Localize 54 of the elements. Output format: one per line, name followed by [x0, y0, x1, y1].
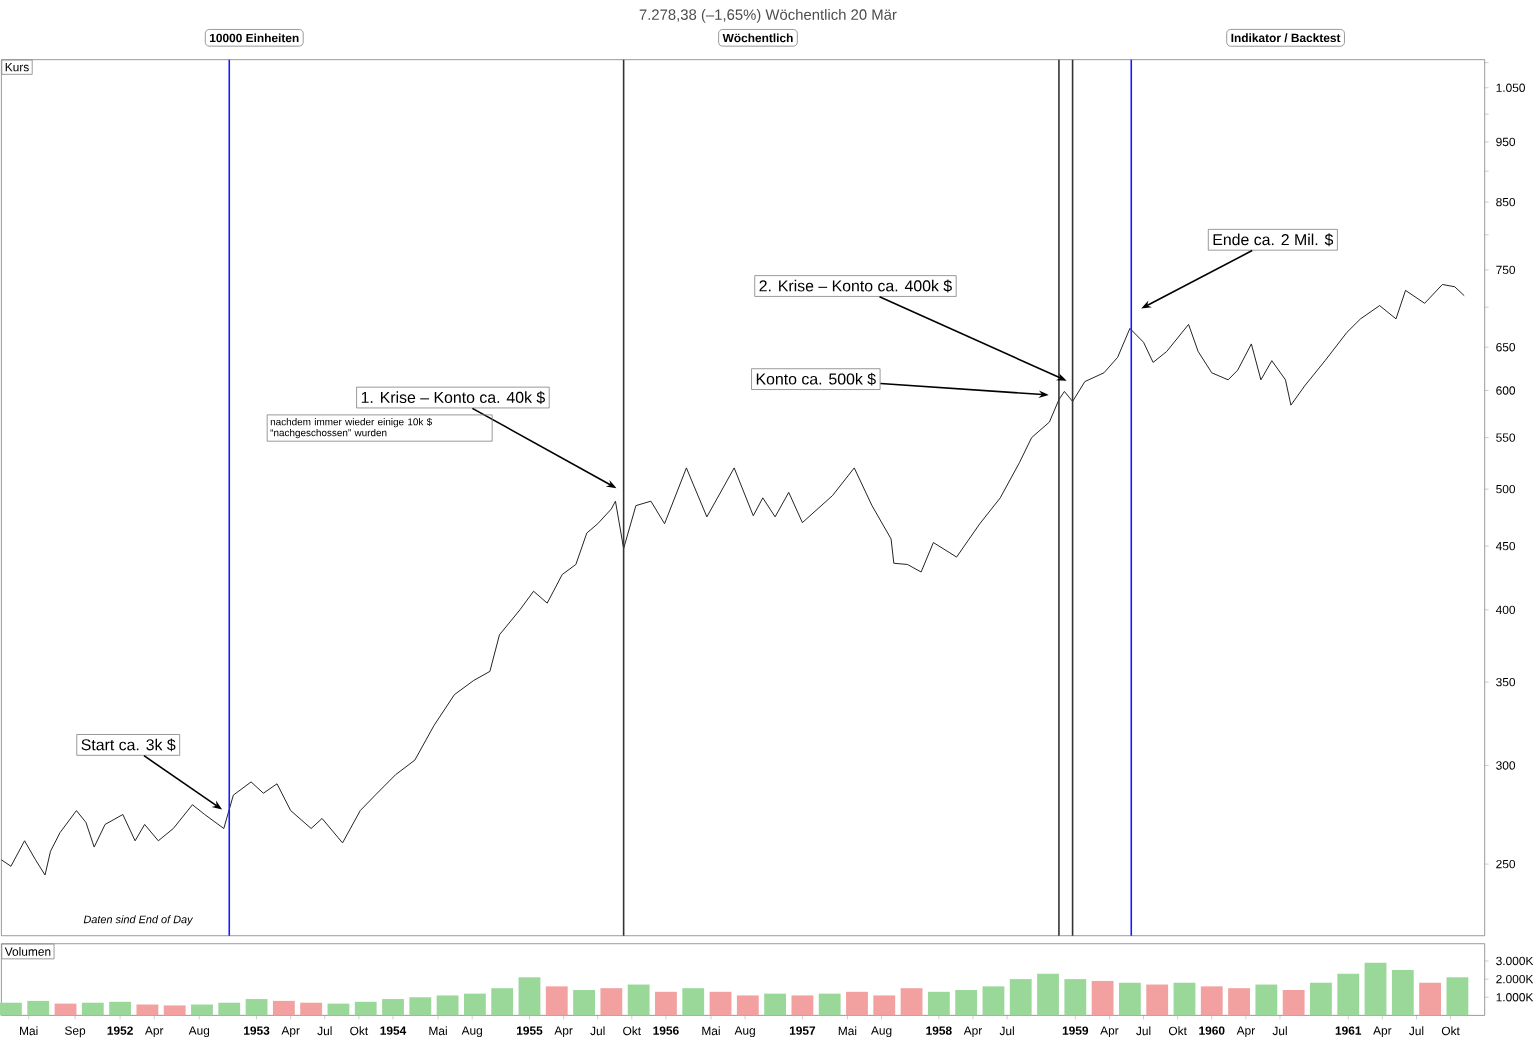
bar — [1173, 982, 1196, 1016]
bar — [709, 991, 732, 1016]
bar — [1310, 982, 1332, 1016]
bar — [436, 995, 459, 1016]
bar — [1118, 982, 1141, 1016]
bar — [1446, 977, 1469, 1016]
bar — [491, 988, 514, 1016]
bar — [300, 1002, 323, 1016]
bar — [191, 1004, 213, 1016]
bar — [655, 991, 677, 1016]
bar — [327, 1003, 350, 1016]
bar — [1391, 970, 1414, 1016]
bar — [873, 995, 896, 1016]
bar — [955, 990, 978, 1016]
bar — [1282, 990, 1305, 1016]
bar — [163, 1005, 186, 1016]
bar — [463, 993, 486, 1016]
bar — [81, 1002, 104, 1016]
bar — [218, 1002, 241, 1016]
bar — [54, 1003, 77, 1016]
bar — [1337, 973, 1360, 1016]
bar — [846, 991, 868, 1016]
bar — [1419, 982, 1442, 1016]
bar — [573, 990, 595, 1016]
bar — [382, 999, 404, 1016]
bar — [354, 1001, 377, 1016]
bar — [736, 995, 759, 1016]
bar — [518, 977, 541, 1016]
bar — [818, 993, 841, 1016]
bar — [927, 991, 950, 1016]
bar — [600, 988, 623, 1016]
bar — [109, 1001, 132, 1016]
bar — [1091, 981, 1114, 1016]
bar — [900, 988, 923, 1016]
bar — [982, 986, 1005, 1016]
bar — [136, 1004, 159, 1016]
bar — [627, 984, 650, 1016]
bar — [409, 997, 432, 1016]
bar — [1146, 984, 1169, 1016]
bar — [1364, 962, 1387, 1016]
bar — [245, 999, 268, 1016]
bar — [27, 1000, 50, 1016]
bar — [272, 1000, 295, 1016]
bar — [1255, 984, 1278, 1016]
bar — [1037, 973, 1059, 1016]
bar — [1064, 979, 1087, 1016]
bar — [791, 995, 814, 1016]
bar — [1228, 988, 1250, 1016]
bar — [1200, 986, 1223, 1016]
bar — [1009, 979, 1032, 1016]
bar — [682, 988, 705, 1016]
bar — [545, 986, 568, 1016]
bar — [0, 1002, 22, 1016]
bar — [764, 993, 787, 1016]
